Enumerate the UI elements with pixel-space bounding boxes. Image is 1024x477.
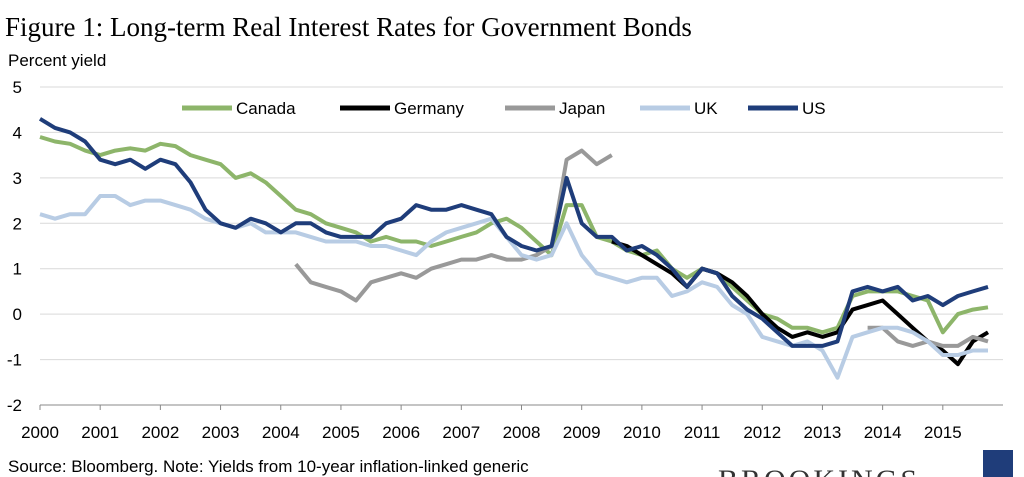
x-tick-label: 2004 xyxy=(262,423,300,442)
series-line xyxy=(38,117,989,348)
logo: BROOKINGS xyxy=(718,464,920,477)
x-tick-label: 2001 xyxy=(81,423,119,442)
y-tick-label: 1 xyxy=(13,260,22,279)
x-tick-label: 2015 xyxy=(924,423,962,442)
series-line xyxy=(39,135,989,335)
x-tick-label: 2005 xyxy=(322,423,360,442)
legend-label: UK xyxy=(694,99,718,118)
source-note: Source: Bloomberg. Note: Yields from 10-… xyxy=(8,457,529,476)
y-tick-label: 2 xyxy=(13,214,22,233)
series-line xyxy=(39,194,988,380)
legend-label: Canada xyxy=(236,99,296,118)
x-tick-label: 2007 xyxy=(442,423,480,442)
chart-title: Figure 1: Long-term Real Interest Rates … xyxy=(5,12,692,42)
x-tick-label: 2003 xyxy=(202,423,240,442)
x-tick-label: 2002 xyxy=(141,423,179,442)
legend-label: Germany xyxy=(394,99,464,118)
x-tick-label: 2011 xyxy=(684,423,721,442)
x-tick-label: 2010 xyxy=(623,423,661,442)
y-tick-label: 5 xyxy=(13,78,22,97)
x-tick-label: 2008 xyxy=(503,423,541,442)
y-tick-label: -2 xyxy=(7,396,22,415)
y-tick-label: 4 xyxy=(13,123,22,142)
x-tick-label: 2012 xyxy=(743,423,781,442)
legend-label: Japan xyxy=(559,99,605,118)
x-tick-label: 2006 xyxy=(382,423,420,442)
y-tick-label: -1 xyxy=(7,351,22,370)
legend-label: US xyxy=(802,99,826,118)
x-tick-label: 2000 xyxy=(21,423,59,442)
y-tick-label: 3 xyxy=(13,169,22,188)
y-tick-label: 0 xyxy=(13,305,22,324)
y-axis-label: Percent yield xyxy=(8,51,106,70)
logo-mark xyxy=(983,450,1013,477)
x-tick-label: 2013 xyxy=(804,423,842,442)
x-tick-label: 2009 xyxy=(563,423,601,442)
x-tick-label: 2014 xyxy=(864,423,902,442)
